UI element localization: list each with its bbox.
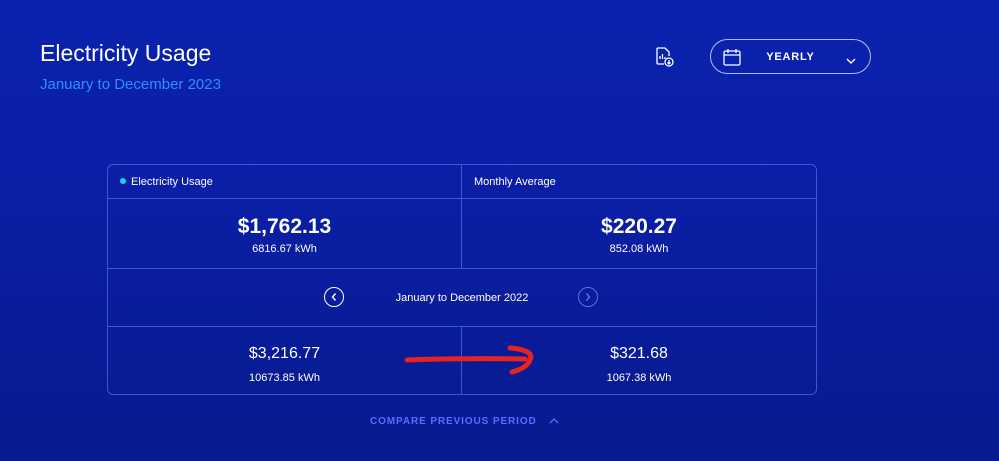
- legend-dot: [120, 178, 126, 184]
- compare-label: COMPARE PREVIOUS PERIOD: [370, 416, 537, 427]
- header-label: Monthly Average: [474, 176, 556, 188]
- chevron-down-icon: [846, 52, 856, 70]
- previous-average-usage: 1067.38 kWh: [606, 372, 672, 384]
- period-select[interactable]: YEARLY: [710, 39, 871, 74]
- average-cost: $220.27: [601, 215, 677, 238]
- total-cost: $1,762.13: [237, 215, 332, 238]
- compare-previous-period-toggle[interactable]: COMPARE PREVIOUS PERIOD: [370, 416, 559, 427]
- period-select-value: YEARLY: [766, 51, 815, 63]
- chevron-up-icon: [549, 418, 559, 424]
- usage-summary-card: Electricity Usage Monthly Average $1,762…: [107, 164, 817, 395]
- total-usage: 6816.67 kWh: [252, 243, 317, 255]
- file-chart-download-icon[interactable]: [653, 45, 675, 67]
- chevron-left-icon: [331, 293, 337, 301]
- current-period-row: $1,762.13 6816.67 kWh $220.27 852.08 kWh: [108, 199, 816, 269]
- previous-average-cost: $321.68: [610, 345, 668, 362]
- previous-period-row: $3,216.77 10673.85 kWh $321.68 1067.38 k…: [108, 327, 816, 394]
- next-period-button[interactable]: [578, 287, 598, 307]
- page-subtitle: January to December 2023: [40, 76, 221, 93]
- page-title: Electricity Usage: [40, 40, 212, 66]
- previous-average: $321.68 1067.38 kWh: [462, 327, 816, 394]
- previous-period-button[interactable]: [324, 287, 344, 307]
- average-usage: 852.08 kWh: [609, 243, 669, 255]
- header-electricity-usage: Electricity Usage: [108, 165, 462, 198]
- previous-total: $3,216.77 10673.85 kWh: [108, 327, 462, 394]
- current-total: $1,762.13 6816.67 kWh: [108, 199, 462, 268]
- previous-total-usage: 10673.85 kWh: [249, 372, 320, 384]
- chevron-right-icon: [585, 293, 591, 301]
- previous-period-label: January to December 2022: [395, 292, 529, 304]
- header-monthly-average: Monthly Average: [462, 165, 816, 198]
- previous-period-nav: January to December 2022: [108, 269, 816, 327]
- previous-total-cost: $3,216.77: [248, 345, 321, 362]
- current-average: $220.27 852.08 kWh: [462, 199, 816, 268]
- annotation-arrow-icon: [404, 345, 534, 375]
- calendar-icon: [723, 48, 741, 71]
- header-label: Electricity Usage: [131, 176, 213, 188]
- summary-header-row: Electricity Usage Monthly Average: [108, 165, 816, 199]
